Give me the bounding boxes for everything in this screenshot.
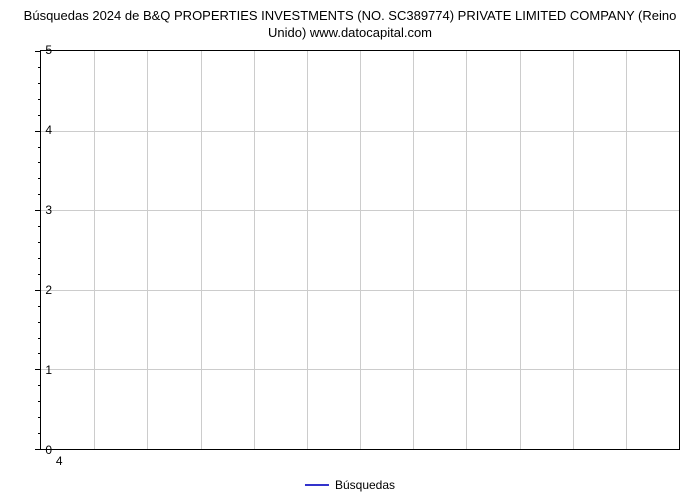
y-tick-minor	[38, 67, 41, 68]
y-tick-minor	[38, 306, 41, 307]
y-tick-minor	[38, 226, 41, 227]
y-tick-minor	[38, 162, 41, 163]
y-tick-minor	[38, 401, 41, 402]
legend-swatch	[305, 484, 329, 486]
gridline-vertical	[307, 51, 308, 449]
gridline-vertical	[573, 51, 574, 449]
y-axis-label: 0	[32, 443, 52, 457]
y-tick-minor	[38, 433, 41, 434]
y-axis-label: 5	[32, 43, 52, 57]
gridline-vertical	[147, 51, 148, 449]
y-tick-minor	[38, 322, 41, 323]
y-axis-label: 3	[32, 203, 52, 217]
y-tick-minor	[38, 353, 41, 354]
gridline-vertical	[360, 51, 361, 449]
y-axis-label: 1	[32, 363, 52, 377]
y-tick-minor	[38, 242, 41, 243]
plot-area	[40, 50, 680, 450]
y-tick-minor	[38, 147, 41, 148]
legend-label: Búsquedas	[335, 478, 395, 492]
chart-container	[40, 50, 680, 450]
y-tick-minor	[38, 417, 41, 418]
legend: Búsquedas	[305, 478, 395, 492]
y-tick-minor	[38, 258, 41, 259]
y-axis-label: 4	[32, 123, 52, 137]
gridline-vertical	[94, 51, 95, 449]
gridline-vertical	[201, 51, 202, 449]
gridline-vertical	[413, 51, 414, 449]
x-axis-label: 4	[56, 454, 63, 468]
y-tick-minor	[38, 338, 41, 339]
y-tick-minor	[38, 99, 41, 100]
y-axis-label: 2	[32, 283, 52, 297]
y-tick-minor	[38, 194, 41, 195]
y-tick-minor	[38, 385, 41, 386]
y-tick-minor	[38, 115, 41, 116]
gridline-vertical	[466, 51, 467, 449]
gridline-vertical	[626, 51, 627, 449]
y-tick-minor	[38, 83, 41, 84]
y-tick-minor	[38, 274, 41, 275]
y-tick-minor	[38, 178, 41, 179]
gridline-vertical	[520, 51, 521, 449]
chart-title: Búsquedas 2024 de B&Q PROPERTIES INVESTM…	[0, 0, 700, 46]
gridline-vertical	[254, 51, 255, 449]
